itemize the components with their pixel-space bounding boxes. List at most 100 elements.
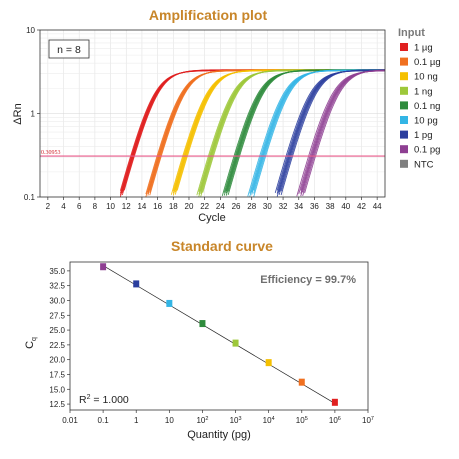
x-tick-label: 4	[61, 202, 66, 211]
legend-swatch	[400, 130, 408, 139]
standard-curve-y-ticks: 12.5 15.0 17.5 20.0 22.5 25.0 27.5 30.0 32.5 35.0	[49, 267, 70, 409]
legend-swatch	[400, 145, 408, 154]
x-tick-label: 30	[263, 202, 272, 211]
x-tick-label: 6	[77, 202, 82, 211]
standard-curve-points	[100, 263, 338, 406]
amplification-curve	[280, 69, 385, 196]
standard-point	[199, 320, 206, 328]
x-tick-label: 38	[326, 202, 335, 211]
legend-label: 10 pg	[414, 116, 438, 127]
x-tick-label: 36	[310, 202, 319, 211]
threshold-label: 0.30953	[41, 150, 61, 156]
amplification-plot-title: Amplification plot	[149, 7, 268, 23]
x-tick-label: 102	[196, 416, 208, 425]
amplification-legend: Input 1 µg 0.1 µg 10 ng 1 ng 0.1 ng 10 pg 1 pg…	[398, 27, 441, 170]
legend-swatch	[400, 57, 408, 66]
amplification-grid	[40, 29, 385, 198]
fit-line	[102, 265, 336, 404]
y-tick-label: 27.5	[49, 311, 65, 320]
x-tick-label: 40	[341, 202, 350, 211]
standard-curve-plot: Standard curve 0.01 0.1 1 10 102 103 104 105 106…	[24, 238, 374, 441]
y-tick-label: 35.0	[49, 267, 65, 276]
y-tick-label: 20.0	[49, 356, 65, 365]
legend-label: 1 ng	[414, 86, 433, 97]
y-tick-label: 12.5	[49, 400, 65, 409]
x-tick-label: 12	[122, 202, 131, 211]
x-tick-label: 34	[294, 202, 303, 211]
y-tick-label: 25.0	[49, 326, 65, 335]
x-tick-label: 22	[200, 202, 209, 211]
standard-point	[133, 280, 140, 288]
legend-label: NTC	[414, 159, 434, 170]
legend-title: Input	[398, 27, 425, 39]
y-tick-label: 30.0	[49, 296, 65, 305]
x-tick-label: 107	[362, 416, 374, 425]
threshold-line: 0.30953	[40, 150, 385, 157]
sample-count-box: n = 8	[48, 39, 90, 59]
y-tick-label: 1	[31, 110, 36, 119]
amplification-x-ticks: 2 4 6 8 10 12 14 16 18 20 22 24 26 28 30 32 34 36 38 40 42 44	[46, 197, 382, 211]
x-tick-label: 32	[279, 202, 288, 211]
amplification-y-label: ΔRn	[12, 103, 24, 124]
amplification-curves	[119, 69, 386, 198]
y-tick-label: 22.5	[49, 341, 65, 350]
legend-swatch	[400, 43, 408, 51]
standard-curve-y-label: Cq	[24, 337, 38, 349]
x-tick-label: 104	[263, 416, 275, 425]
sample-count-label: n = 8	[57, 44, 81, 56]
legend-label: 10 ng	[414, 72, 438, 83]
x-tick-label: 26	[232, 202, 241, 211]
legend-label: 1 µg	[414, 43, 433, 54]
x-tick-label: 20	[185, 202, 194, 211]
legend-swatch	[400, 72, 408, 81]
amplification-curve	[304, 69, 386, 194]
amplification-x-label: Cycle	[198, 212, 226, 224]
x-tick-label: 8	[93, 202, 98, 211]
x-tick-label: 0.01	[62, 416, 78, 425]
x-tick-label: 10	[165, 416, 174, 425]
standard-point	[232, 339, 239, 347]
standard-curve-frame	[69, 261, 369, 411]
legend-label: 1 pg	[414, 130, 433, 141]
standard-point	[265, 359, 272, 367]
standard-point	[100, 263, 107, 271]
y-tick-label: 10	[26, 26, 35, 35]
x-tick-label: 1	[134, 416, 139, 425]
amplification-y-ticks: 10 1 0.1	[24, 26, 40, 202]
legend-swatch	[400, 116, 408, 124]
x-tick-label: 103	[230, 416, 242, 425]
y-tick-label: 17.5	[49, 370, 65, 379]
legend-swatch	[400, 86, 408, 95]
y-tick-label: 32.5	[49, 282, 65, 291]
standard-curve-x-ticks: 0.01 0.1 1 10 102 103 104 105 106 107	[62, 410, 374, 425]
x-tick-label: 24	[216, 202, 225, 211]
y-tick-label: 0.1	[24, 193, 36, 202]
sample-count-frame	[48, 39, 90, 59]
x-tick-label: 44	[373, 202, 382, 211]
x-tick-label: 0.1	[98, 416, 110, 425]
standard-curve-fit-line	[102, 265, 336, 404]
r-squared-label: R2 = 1.000	[79, 394, 129, 406]
x-tick-label: 16	[153, 202, 162, 211]
legend-label: 0.1 ng	[414, 101, 440, 112]
legend-label: 0.1 pg	[414, 145, 440, 156]
x-tick-label: 105	[296, 416, 308, 425]
x-tick-label: 42	[357, 202, 366, 211]
x-tick-label: 18	[169, 202, 178, 211]
standard-point	[166, 299, 173, 307]
efficiency-label: Efficiency = 99.7%	[260, 274, 356, 286]
standard-curve-title: Standard curve	[171, 238, 273, 254]
x-tick-label: 2	[46, 202, 51, 211]
standard-point	[298, 378, 305, 386]
x-tick-label: 106	[329, 416, 341, 425]
x-tick-label: 10	[106, 202, 115, 211]
amplification-plot: Amplification plot 0.30953 2 4 6 8 10 12 14 16 1…	[12, 7, 441, 224]
legend-swatch	[400, 101, 408, 110]
standard-point	[331, 398, 338, 406]
x-tick-label: 28	[247, 202, 256, 211]
legend-swatch	[400, 159, 408, 168]
legend-label: 0.1 µg	[414, 57, 441, 68]
standard-curve-x-label: Quantity (pg)	[187, 429, 251, 441]
x-tick-label: 14	[137, 202, 146, 211]
